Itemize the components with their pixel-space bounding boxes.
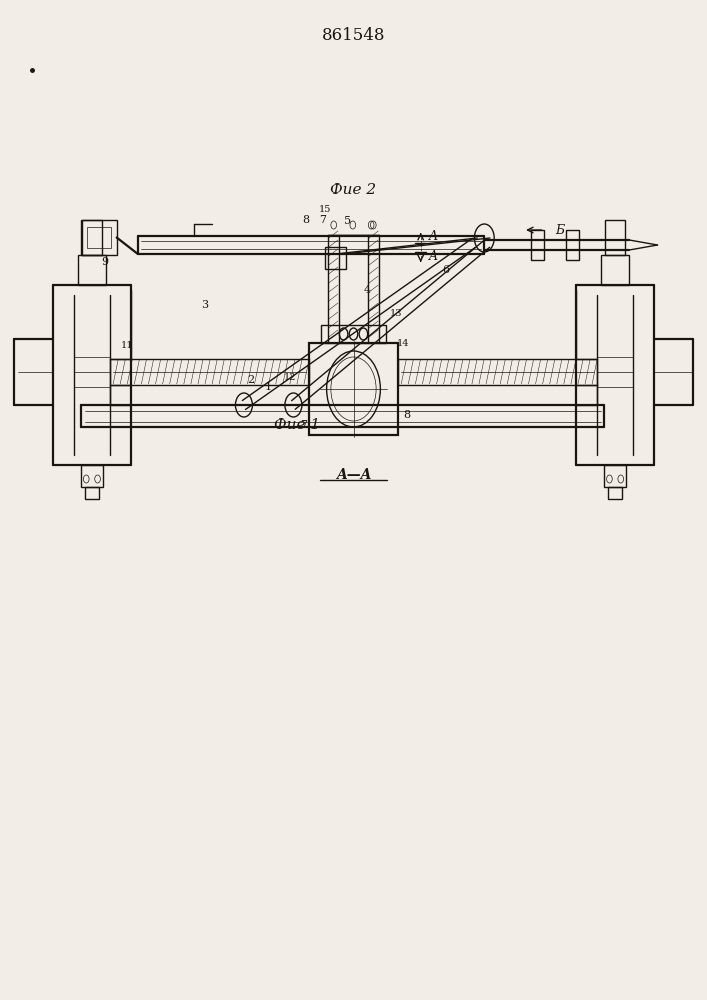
Text: 5: 5 [344, 216, 351, 226]
Bar [608, 487, 622, 499]
Text: 3: 3 [201, 300, 209, 310]
Text: 13: 13 [390, 308, 402, 318]
Bar [82, 220, 102, 255]
Text: 9: 9 [101, 257, 108, 267]
Bar [81, 465, 103, 487]
Text: 8: 8 [403, 410, 410, 420]
Bar [605, 220, 625, 255]
Bar [78, 255, 106, 285]
Text: Фие 1: Фие 1 [274, 418, 320, 432]
Bar [81, 220, 117, 255]
Text: 4: 4 [364, 285, 371, 295]
Text: Б: Б [555, 224, 564, 236]
Bar [566, 230, 579, 260]
Text: 8: 8 [302, 215, 309, 225]
Text: 7: 7 [319, 215, 326, 225]
Text: 1: 1 [265, 382, 272, 392]
Text: 2: 2 [247, 375, 255, 385]
Text: A—A: A—A [336, 468, 371, 482]
Text: 861548: 861548 [322, 26, 385, 43]
Bar [604, 465, 626, 487]
Bar [531, 230, 544, 260]
Text: 11: 11 [121, 340, 134, 350]
Text: 14: 14 [397, 338, 409, 348]
Text: Фие 2: Фие 2 [330, 183, 377, 197]
Bar [321, 325, 386, 343]
Text: 15: 15 [319, 206, 332, 215]
Text: 6: 6 [442, 265, 449, 275]
Text: 12: 12 [284, 372, 296, 381]
Text: A: A [429, 249, 438, 262]
Text: 7: 7 [300, 420, 308, 430]
Bar [87, 227, 111, 248]
Bar [601, 255, 629, 285]
Bar [310, 343, 397, 435]
Text: A: A [429, 231, 438, 243]
Bar [325, 247, 346, 269]
Bar [85, 487, 99, 499]
